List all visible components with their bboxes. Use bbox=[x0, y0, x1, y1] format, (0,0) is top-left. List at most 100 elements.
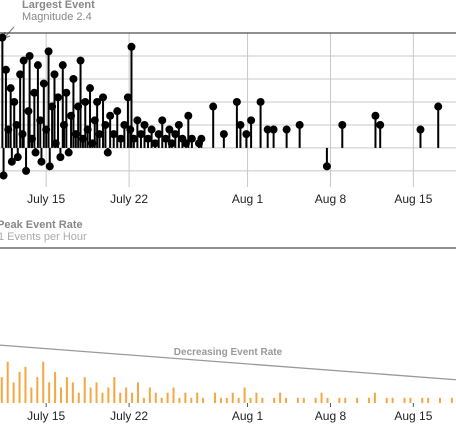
dot bbox=[42, 125, 51, 134]
dot bbox=[81, 97, 90, 106]
dot bbox=[25, 51, 34, 60]
dot bbox=[187, 134, 196, 143]
dot bbox=[158, 116, 167, 125]
bar bbox=[101, 392, 104, 403]
dot bbox=[174, 120, 183, 129]
dot bbox=[74, 102, 83, 111]
dot bbox=[44, 47, 53, 56]
dot bbox=[58, 61, 67, 70]
dot bbox=[83, 125, 92, 134]
bar bbox=[95, 382, 98, 403]
dot bbox=[56, 153, 65, 162]
dot bbox=[140, 120, 149, 129]
bar bbox=[119, 392, 122, 403]
dot bbox=[48, 102, 57, 111]
dot bbox=[171, 130, 180, 139]
dot bbox=[256, 97, 265, 106]
bar bbox=[59, 387, 62, 403]
bar bbox=[243, 387, 246, 403]
dot bbox=[116, 134, 125, 143]
annotation-text: 1 Events per Hour bbox=[0, 231, 87, 243]
bar bbox=[421, 397, 424, 403]
dot bbox=[51, 139, 60, 148]
annotation-title: Peak Event Rate bbox=[0, 219, 83, 231]
dot bbox=[7, 157, 16, 166]
dot bbox=[16, 70, 25, 79]
dot bbox=[209, 102, 218, 111]
bar bbox=[77, 392, 80, 403]
dot bbox=[99, 93, 108, 102]
dot bbox=[236, 120, 245, 129]
dot bbox=[151, 139, 160, 148]
bar bbox=[18, 372, 21, 403]
dot bbox=[232, 97, 241, 106]
dot bbox=[30, 88, 39, 97]
bar bbox=[125, 387, 128, 403]
dot bbox=[54, 93, 63, 102]
trend-line bbox=[0, 344, 456, 381]
bar bbox=[178, 397, 181, 403]
bar bbox=[391, 397, 394, 403]
dot bbox=[434, 102, 443, 111]
bar bbox=[190, 397, 193, 403]
dot bbox=[31, 148, 40, 157]
dot bbox=[78, 134, 87, 143]
bar bbox=[113, 377, 116, 403]
dot bbox=[45, 162, 54, 171]
dot bbox=[36, 116, 45, 125]
bar bbox=[367, 397, 370, 403]
bar bbox=[255, 392, 258, 403]
bar bbox=[184, 392, 187, 403]
dot bbox=[136, 130, 145, 139]
dot bbox=[10, 97, 19, 106]
x-tick-label: Aug 15 bbox=[394, 409, 432, 423]
dot bbox=[76, 56, 85, 65]
bar bbox=[439, 397, 442, 403]
dot bbox=[33, 61, 42, 70]
bar bbox=[54, 372, 57, 403]
bar bbox=[326, 397, 329, 403]
bar bbox=[83, 377, 86, 403]
dot bbox=[37, 157, 46, 166]
dot bbox=[129, 134, 138, 143]
dot bbox=[64, 148, 73, 157]
dot bbox=[167, 139, 176, 148]
bar bbox=[71, 382, 74, 403]
annotation-text: Magnitude 2.4 bbox=[22, 11, 92, 23]
bar bbox=[237, 397, 240, 403]
bar bbox=[0, 377, 3, 403]
dot bbox=[24, 107, 33, 116]
dot bbox=[197, 134, 206, 143]
bar bbox=[42, 361, 45, 403]
x-tick-label: Aug 15 bbox=[394, 192, 432, 206]
bar bbox=[302, 397, 305, 403]
x-tick-label: Aug 1 bbox=[232, 409, 264, 423]
dot bbox=[154, 130, 163, 139]
bar bbox=[285, 397, 288, 403]
dot bbox=[416, 125, 425, 134]
bar bbox=[373, 392, 376, 403]
dot bbox=[219, 130, 228, 139]
bar bbox=[296, 397, 299, 403]
bar bbox=[196, 392, 199, 403]
dot bbox=[93, 97, 102, 106]
dot bbox=[161, 134, 170, 143]
dot bbox=[120, 120, 129, 129]
bar bbox=[65, 377, 68, 403]
x-tick-label: Aug 8 bbox=[315, 409, 347, 423]
bar bbox=[261, 397, 264, 403]
dot bbox=[13, 153, 22, 162]
dot bbox=[101, 120, 110, 129]
dot bbox=[147, 125, 156, 134]
dot bbox=[247, 116, 256, 125]
dot bbox=[6, 84, 15, 93]
x-tick-label: July 22 bbox=[110, 192, 148, 206]
bar bbox=[154, 392, 157, 403]
dot bbox=[0, 33, 7, 42]
bar bbox=[279, 392, 282, 403]
dot bbox=[113, 107, 122, 116]
bar bbox=[148, 387, 151, 403]
bar bbox=[231, 392, 234, 403]
bar bbox=[409, 397, 412, 403]
bar bbox=[338, 397, 341, 403]
